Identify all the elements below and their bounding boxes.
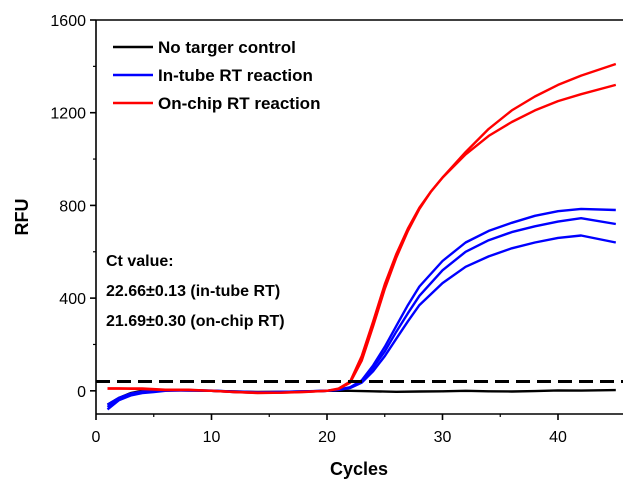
ct-value-title: Ct value: [106,253,174,270]
series-line-on-chip-rt-reaction [107,62,617,395]
legend: No targer control In-tube RT reaction On… [113,38,320,113]
x-tick-label: 20 [318,429,336,446]
series-line-on-chip-rt-reaction [107,83,617,394]
x-tick-label: 30 [434,429,452,446]
ct-value-on-chip: 21.69±0.30 (on-chip RT) [106,313,285,330]
legend-label-no-target: No targer control [158,38,296,57]
series-lines [106,62,617,411]
x-axis-title: Cycles [330,459,388,479]
y-tick-label: 400 [59,291,86,308]
y-tick-label: 1600 [50,13,86,30]
x-tick-label: 10 [203,429,221,446]
y-tick-label: 800 [59,198,86,215]
ct-value-in-tube: 22.66±0.13 (in-tube RT) [106,283,280,300]
legend-label-on-chip: On-chip RT reaction [158,94,320,113]
series-line-no-targer-control [106,388,616,406]
legend-label-in-tube: In-tube RT reaction [158,66,313,85]
y-axis-title: RFU [12,199,32,236]
x-tick-label: 0 [92,429,101,446]
axis-ticks [90,19,559,420]
x-tick-label: 40 [549,429,567,446]
y-tick-label: 1200 [50,106,86,123]
axis-tick-labels: 0 400 800 1200 1600 0 10 20 30 40 [50,13,567,446]
series-line-in-tube-rt-reaction [106,207,616,411]
ct-value-annotation: Ct value: 22.66±0.13 (in-tube RT) 21.69±… [106,253,285,330]
y-tick-label: 0 [77,384,86,401]
